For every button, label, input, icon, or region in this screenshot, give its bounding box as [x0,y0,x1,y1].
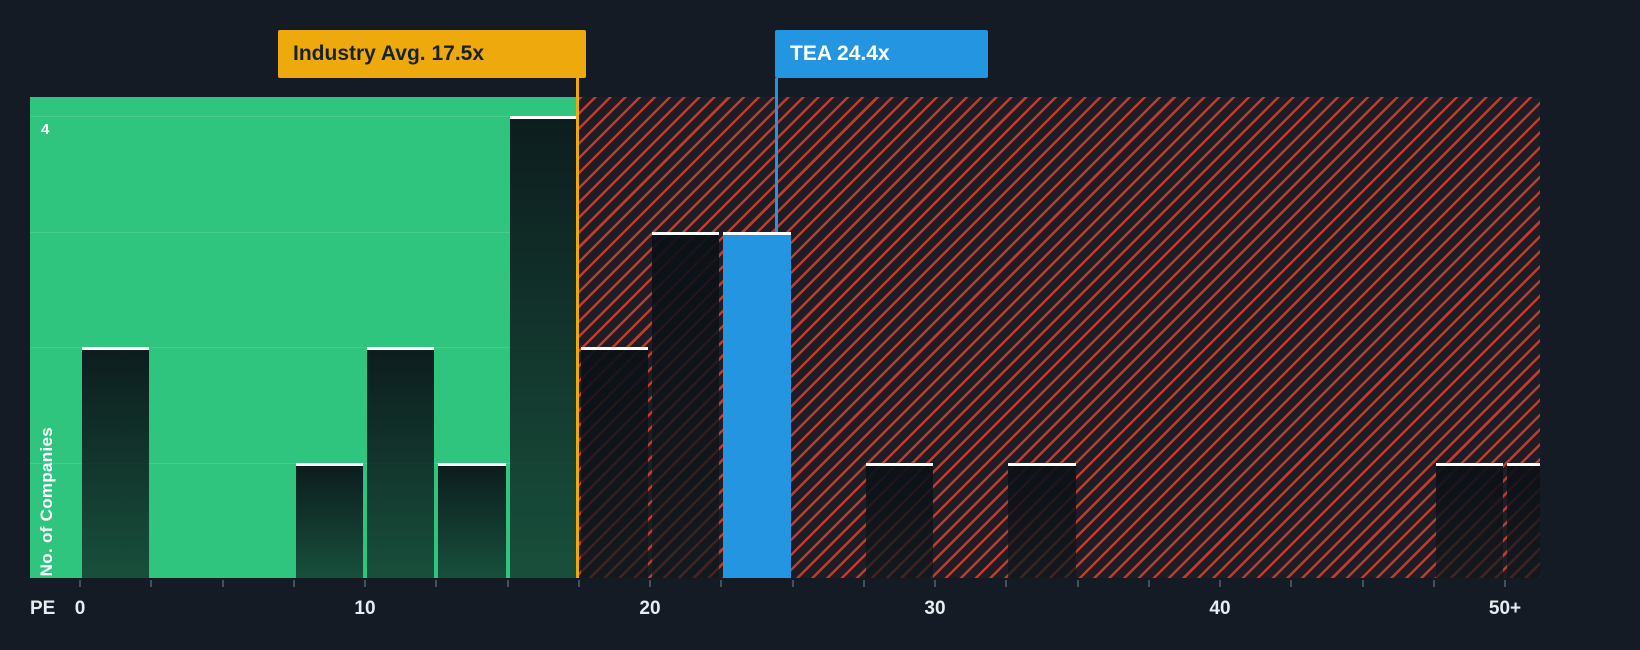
x-axis-tick [934,580,936,587]
histogram-bar [1008,462,1076,578]
x-axis-tick [577,580,580,587]
company-marker-line [775,78,778,232]
industry-average-callout: Industry Avg. 17.5x [278,30,586,78]
x-axis-label: 30 [924,598,946,619]
x-axis-tick [1005,580,1008,587]
company-label: TEA 24.4x [790,42,890,65]
histogram-bar [865,462,933,578]
x-axis-tick [292,580,295,587]
histogram-bar [1435,462,1503,578]
x-axis-tick [364,580,366,587]
y-axis-title: No. of Companies [37,426,56,576]
histogram-bar [509,116,577,578]
industry-average-label: Industry Avg. 17.5x [293,42,485,65]
x-axis-label: 50+ [1488,598,1522,619]
x-axis-tick [506,580,509,587]
x-axis-tick [435,580,438,587]
x-axis-tick [791,580,794,587]
x-axis-tick [720,580,723,587]
x-axis-tick [221,580,224,587]
y-axis-tick-label: 4 [41,121,50,138]
x-axis-label: 20 [639,598,661,619]
x-axis-tick [79,580,81,587]
industry-average-line [576,78,579,578]
x-axis-tick [1147,580,1150,587]
x-axis-tick [1219,580,1221,587]
histogram-bar [580,347,648,578]
histogram-bar [367,347,435,578]
gridline [30,347,579,348]
histogram-bar [1507,462,1540,578]
x-axis-tick [862,580,865,587]
histogram-bar [82,347,150,578]
x-axis-tick [1076,580,1079,587]
x-axis-tick [649,580,651,587]
x-axis-label: 0 [74,598,86,619]
x-axis-tick [150,580,153,587]
gridline [30,231,579,233]
histogram-bar [438,462,506,578]
gridline [30,116,579,117]
company-bar [723,231,791,578]
x-axis-label: 40 [1209,598,1231,619]
x-axis-tick [1290,580,1293,587]
company-callout: TEA 24.4x [775,30,988,78]
x-axis-unit-label: PE [30,598,56,619]
x-axis-label: 10 [354,598,376,619]
histogram-bar [652,231,720,578]
plot-area: 4 No. of Companies [30,97,1540,578]
x-axis-tick [1504,580,1506,587]
x-axis-tick [1432,580,1435,587]
x-axis-tick [1361,580,1364,587]
histogram-bar [295,462,363,578]
